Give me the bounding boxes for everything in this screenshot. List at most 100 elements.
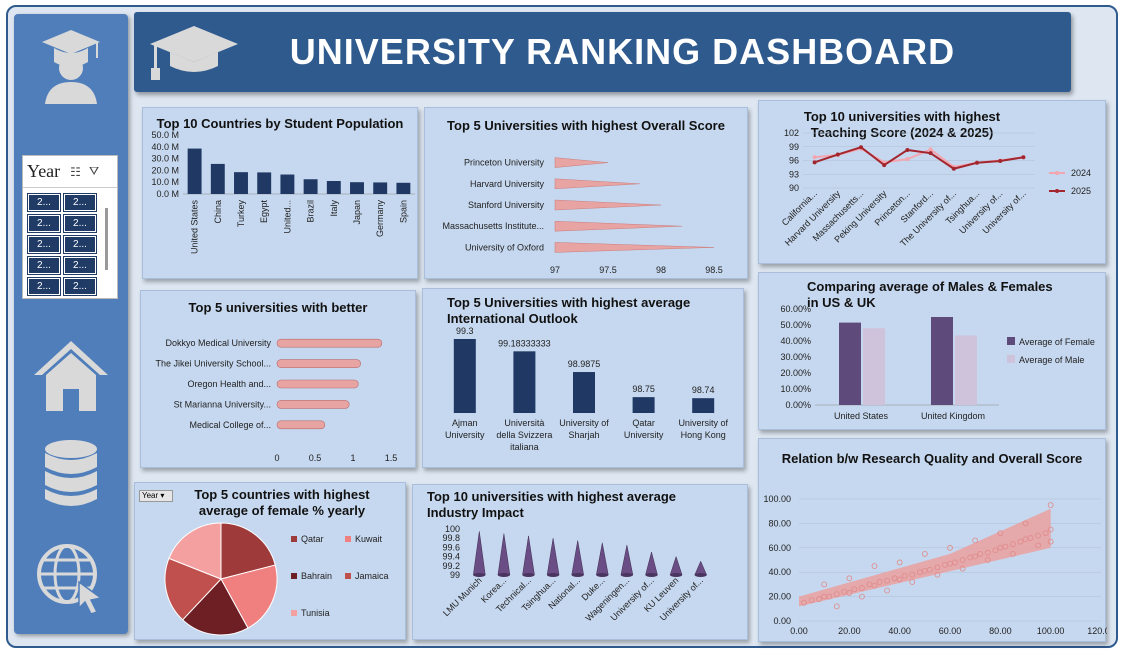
bar [620, 545, 634, 576]
data-point [1035, 542, 1041, 549]
bar [522, 535, 535, 576]
multi-select-icon[interactable]: ☷ [70, 164, 81, 179]
bar [694, 560, 708, 576]
slicer-item[interactable]: 2... [63, 235, 97, 254]
data-point [926, 566, 933, 573]
y-tick-label: Oregon Health and... [187, 379, 271, 389]
data-point [997, 530, 1004, 537]
y-tick-label: 99.8 [442, 533, 460, 543]
x-tick-label: 1 [350, 453, 355, 463]
slicer-item[interactable]: 2... [27, 277, 61, 296]
data-point [1010, 551, 1016, 557]
panel-industry-impact: Top 10 universities with highest average… [412, 484, 748, 640]
bar [669, 555, 683, 576]
y-tick-label: 10.0 M [151, 177, 179, 187]
bar-base [522, 573, 535, 577]
chart-title: Top 10 Countries by Student Population [156, 116, 404, 131]
x-tick-label: 0 [274, 453, 279, 463]
slicer-item[interactable]: 2... [63, 214, 97, 233]
y-tick-label: 10.00% [780, 384, 811, 394]
data-point [1047, 526, 1054, 533]
data-label: 98.9875 [568, 359, 601, 369]
pie-slice [220, 564, 278, 629]
data-point [851, 586, 858, 593]
graduation-cap-icon [150, 26, 238, 80]
slicer-title: Year [27, 161, 61, 181]
bar [546, 538, 560, 576]
database-icon[interactable] [14, 439, 128, 509]
year-slicer[interactable]: Year ☷ ⛛ 2... 2... 2... 2... 2... 2... 2... 2..… [22, 155, 118, 299]
scatter-density [799, 508, 1051, 607]
x-tick-label: Egypt [259, 200, 269, 224]
bar [187, 148, 202, 194]
panel-gender-avg: Comparing average of Males & Females in … [758, 272, 1106, 430]
panel-international-outlook: Top 5 Universities with highest average … [422, 288, 744, 468]
slicer-item[interactable]: 2... [63, 277, 97, 296]
slicer-item[interactable]: 2... [27, 235, 61, 254]
home-icon[interactable] [14, 339, 128, 413]
x-tick-label: 98 [656, 265, 666, 275]
graduate-icon[interactable] [14, 28, 128, 104]
y-tick-label: 96 [789, 156, 799, 166]
data-point [859, 593, 865, 600]
legend-label: Average of Female [1019, 337, 1095, 347]
data-point [959, 565, 966, 572]
y-tick-label: 30.0 M [151, 154, 179, 164]
data-point [871, 563, 878, 569]
data-point [934, 571, 941, 578]
data-point [801, 599, 807, 606]
bar-base [670, 573, 683, 577]
data-point [1047, 502, 1054, 508]
y-tick-label: 40.0 M [151, 142, 179, 152]
panel-female-pct: Year ▾ Top 5 countries with highest aver… [134, 482, 406, 640]
page-title: UNIVERSITY RANKING DASHBOARD [289, 31, 956, 72]
slicer-item[interactable]: 2... [63, 193, 97, 212]
sidebar [14, 14, 128, 634]
y-tick-label: 0.0 M [156, 189, 179, 199]
data-point [808, 597, 815, 604]
data-point [909, 579, 916, 585]
bar-base [571, 573, 584, 577]
bar [396, 182, 411, 194]
bar [839, 322, 861, 405]
data-point [812, 160, 817, 165]
data-point [934, 564, 941, 571]
slicer-item[interactable]: 2... [63, 256, 97, 275]
data-point [1035, 532, 1041, 539]
bar-base [473, 573, 486, 577]
slicer-item[interactable]: 2... [27, 256, 61, 275]
slicer-item[interactable]: 2... [27, 193, 61, 212]
data-point [876, 579, 883, 585]
y-tick-label: 50.0 M [151, 130, 179, 140]
bar [513, 351, 536, 413]
data-point [928, 147, 933, 152]
y-tick-label: 99 [789, 142, 799, 152]
chevron-down-icon: ▾ [158, 491, 165, 500]
clear-filter-icon[interactable]: ⛛ [88, 164, 100, 178]
pie-slice [168, 522, 222, 580]
chart-title: Top 10 universities with highest Teachin… [803, 109, 1001, 140]
bar [276, 338, 383, 348]
chart-title: Top 10 universities with highest average… [427, 489, 676, 520]
x-tick-label: Italy [329, 200, 339, 217]
x-tick-label: University of Hong Kong [678, 418, 728, 440]
bar [955, 335, 977, 405]
data-point [826, 593, 833, 600]
bar [554, 199, 662, 211]
bar [276, 420, 326, 430]
data-point [984, 557, 991, 563]
year-filter-dropdown[interactable]: Year ▾ [139, 490, 173, 502]
slicer-item[interactable]: 2... [27, 214, 61, 233]
x-tick-label: United States [834, 411, 889, 421]
bar [453, 339, 476, 413]
x-tick-label: 98.5 [705, 265, 723, 275]
data-point [1027, 535, 1034, 541]
y-tick-label: 93 [789, 169, 799, 179]
data-point [952, 559, 958, 566]
panel-better: Top 5 universities with better Dokkyo Me… [140, 290, 416, 468]
data-point [846, 590, 853, 596]
slicer-scrollbar[interactable] [105, 208, 108, 270]
y-tick-label: 100 [445, 524, 460, 534]
y-tick-label: Stanford University [468, 200, 545, 210]
globe-cursor-icon[interactable] [14, 542, 128, 614]
